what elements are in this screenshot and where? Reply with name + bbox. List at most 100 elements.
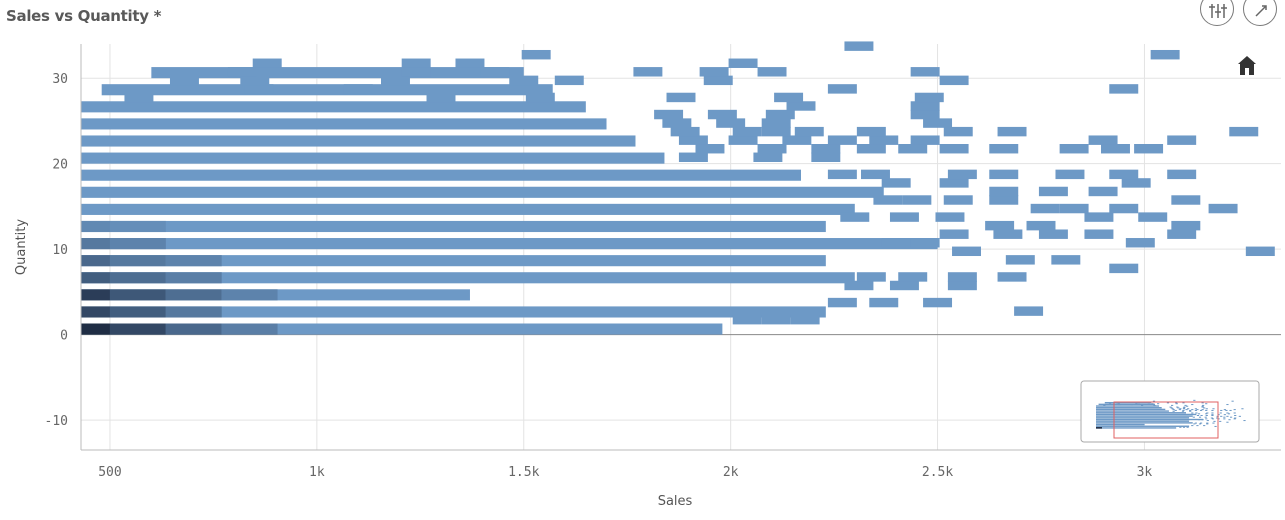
- minimap-selection[interactable]: [1113, 401, 1219, 439]
- minimap-bin: [1177, 407, 1180, 409]
- density-bin: [732, 126, 762, 137]
- minimap-bin: [1197, 413, 1201, 415]
- density-bin: [910, 67, 940, 77]
- expand-button[interactable]: [1243, 0, 1277, 26]
- density-bin: [794, 126, 824, 137]
- density-bin: [732, 314, 762, 325]
- density-bin: [889, 212, 919, 222]
- minimap-bin: [1199, 409, 1203, 411]
- minimap-bin: [1172, 410, 1175, 412]
- density-cell: [165, 323, 222, 335]
- minimap-bin: [1238, 415, 1241, 417]
- minimap-bin: [1213, 420, 1216, 422]
- density-bin: [989, 195, 1019, 205]
- minimap-bin: [1152, 400, 1156, 402]
- density-bin: [790, 314, 820, 325]
- density-band: [81, 169, 801, 181]
- minimap-bin: [1219, 420, 1222, 422]
- minimap-bin: [1201, 405, 1204, 407]
- density-bin: [997, 126, 1027, 137]
- density-bin: [811, 144, 841, 154]
- minimap-bin: [1217, 414, 1220, 416]
- density-bin: [1038, 186, 1068, 197]
- density-band: [81, 152, 665, 164]
- minimap-bin: [1205, 409, 1208, 411]
- minimap-bin: [1201, 409, 1204, 411]
- minimap-bin: [1151, 403, 1154, 405]
- density-cell: [221, 323, 278, 335]
- minimap-bin: [1174, 409, 1177, 411]
- minimap-bin: [1193, 399, 1196, 401]
- minimap-bin: [1233, 409, 1236, 411]
- minimap-bin: [1211, 415, 1214, 416]
- minimap-bin: [1234, 417, 1237, 419]
- minimap-bin: [1172, 409, 1175, 411]
- minimap-bin: [1194, 408, 1197, 410]
- x-tick-label: 500: [98, 465, 121, 480]
- minimap-bin: [1201, 419, 1204, 421]
- density-bin: [753, 152, 783, 162]
- density-bin: [227, 67, 257, 77]
- minimap-bin: [1203, 407, 1206, 409]
- density-bin: [952, 246, 981, 257]
- minimap-bin: [1220, 415, 1223, 417]
- density-cell: [81, 289, 110, 301]
- minimap-bin: [1227, 413, 1231, 415]
- density-bin: [943, 195, 973, 205]
- density-cell: [81, 220, 110, 233]
- minimap-bin: [1182, 402, 1185, 404]
- minimap-bin: [1201, 402, 1204, 404]
- minimap-bin: [1117, 403, 1120, 405]
- adjust-sliders-button[interactable]: [1200, 0, 1234, 26]
- density-bin: [1051, 255, 1081, 265]
- density-bin: [923, 297, 953, 308]
- minimap-bin: [1211, 418, 1215, 420]
- density-cell: [81, 238, 110, 250]
- density-bin: [1138, 212, 1168, 222]
- density-cell: [109, 289, 166, 301]
- density-band: [81, 255, 826, 267]
- density-bin: [716, 118, 746, 128]
- minimap-data: [1096, 399, 1246, 429]
- minimap-bin: [1197, 419, 1201, 421]
- minimap-bin: [1233, 412, 1236, 414]
- density-bin: [761, 126, 791, 137]
- minimap-bin: [1223, 416, 1226, 418]
- x-axis-label: Sales: [658, 494, 693, 509]
- minimap-bin: [1196, 415, 1200, 416]
- minimap-bin: [1170, 407, 1173, 409]
- minimap-bin: [1229, 416, 1233, 418]
- density-bin: [840, 212, 870, 222]
- y-axis-label: Quantity: [14, 219, 29, 275]
- minimap-band: [1096, 407, 1162, 409]
- density-bin: [169, 75, 199, 86]
- minimap-bin: [1130, 404, 1133, 406]
- density-bin: [923, 118, 953, 128]
- density-bin: [869, 297, 899, 308]
- minimap-bin: [1175, 402, 1178, 404]
- density-bin: [699, 67, 729, 77]
- density-bin: [889, 280, 919, 291]
- density-cell: [165, 255, 222, 267]
- density-band: [81, 220, 826, 233]
- density-bin: [1150, 49, 1180, 60]
- density-bin: [426, 92, 456, 103]
- minimap-band: [1104, 401, 1152, 404]
- x-tick-label: 3k: [1137, 465, 1153, 480]
- density-bin: [989, 169, 1019, 180]
- reset-zoom-home-button[interactable]: [1238, 56, 1256, 75]
- density-bin: [910, 135, 940, 145]
- density-bin: [1109, 169, 1139, 180]
- minimap-bin: [1219, 412, 1222, 414]
- density-bin: [1030, 203, 1060, 214]
- density-band: [81, 186, 884, 198]
- minimap-bin: [1226, 412, 1229, 414]
- density-bin: [902, 195, 932, 205]
- minimap-bin: [1226, 421, 1229, 423]
- minimap[interactable]: [1080, 380, 1260, 443]
- minimap-bin: [1211, 414, 1214, 416]
- density-bin: [633, 67, 663, 77]
- minimap-bin: [1225, 409, 1228, 411]
- density-band: [81, 323, 723, 335]
